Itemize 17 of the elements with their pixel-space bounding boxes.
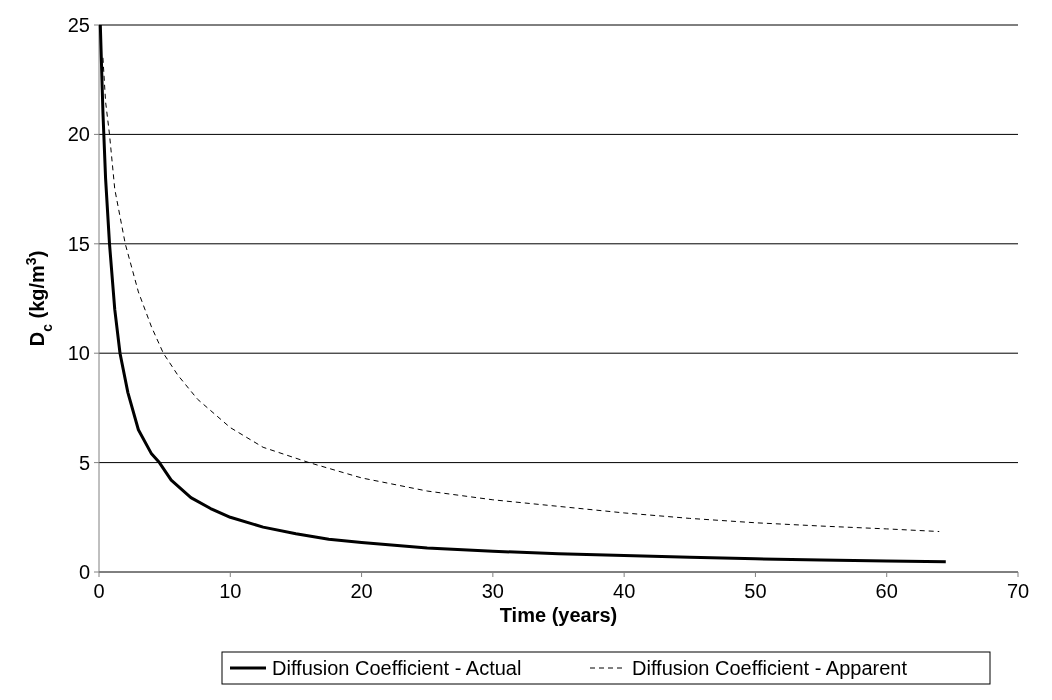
x-tick-label: 70 — [1006, 580, 1030, 602]
x-tick-label: 60 — [875, 580, 898, 602]
x-tick-label: 40 — [613, 580, 636, 602]
x-tick-label: 30 — [481, 580, 504, 602]
y-tick-label: 0 — [78, 561, 90, 583]
x-tick-label: 20 — [350, 580, 373, 602]
x-axis-title: Time (years) — [499, 604, 618, 626]
y-tick-label: 25 — [67, 14, 90, 36]
y-tick-label: 20 — [67, 123, 90, 146]
x-tick-label: 50 — [744, 580, 767, 602]
y-tick-label: 10 — [67, 342, 90, 365]
y-tick-label: 5 — [78, 451, 90, 474]
legend-label: Diffusion Coefficient - Actual — [272, 657, 522, 679]
y-tick-label: 15 — [67, 232, 90, 255]
x-tick-label: 0 — [93, 580, 105, 602]
legend-label: Diffusion Coefficient - Apparent — [632, 657, 908, 679]
x-tick-label: 10 — [219, 580, 242, 602]
